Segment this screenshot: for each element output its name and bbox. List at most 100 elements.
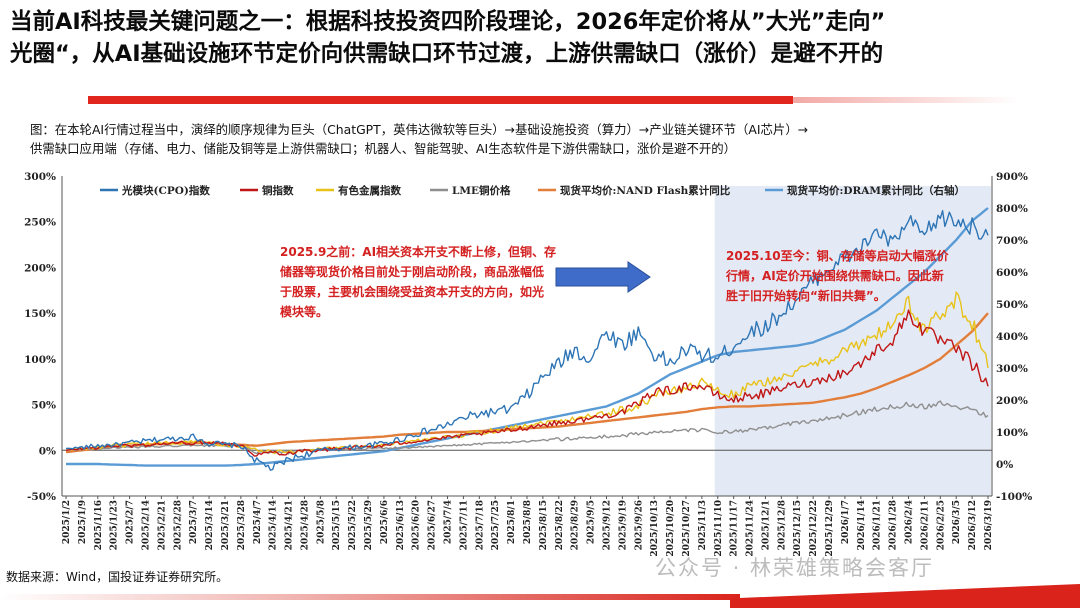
x-tick-label: 2025/7/18 (475, 500, 485, 550)
x-tick-label: 2025/6/20 (412, 500, 422, 550)
x-tick-label: 2025/5/15 (332, 500, 342, 550)
x-tick-label: 2026/2/4 (905, 500, 915, 544)
footer-bar (0, 594, 740, 600)
x-tick-label: 2025/3/7 (189, 500, 199, 544)
x-tick-label: 2025/10/13 (650, 500, 660, 557)
x-tick-label: 2025/5/8 (316, 500, 326, 544)
x-tick-label: 2025/12/1 (761, 500, 771, 550)
annotation-since-oct: 2025.10至今：铜、存储等启动大幅涨价行情，AI定价开始围绕供需缺口。因此新… (725, 248, 950, 303)
annotation-line: 模块等。 (280, 304, 328, 319)
y-left-tick-label: 250% (24, 217, 56, 229)
x-tick-label: 2026/2/25 (936, 500, 946, 550)
x-tick-label: 2025/9/12 (602, 500, 612, 550)
annotation-line: 2025.9之前：AI相关资本开支不断上修，但铜、存 (280, 244, 556, 259)
x-tick-label: 2026/1/21 (873, 500, 883, 550)
legend-label: 现货平均价:DRAM累计同比（右轴） (787, 184, 965, 197)
x-tick-label: 2025/6/6 (380, 500, 390, 544)
x-tick-label: 2025/2/7 (126, 500, 136, 544)
y-left-tick-label: 100% (24, 354, 56, 366)
title-line-2: 光圈“，从AI基础设施环节定价向供需缺口环节过渡，上游供需缺口（涨价）是避不开的 (10, 41, 884, 67)
annotation-line: 储器等现货价格目前处于刚启动阶段，商品涨幅低 (280, 264, 544, 279)
x-tick-label: 2025/8/22 (555, 500, 565, 550)
annotation-before-sept: 2025.9之前：AI相关资本开支不断上修，但铜、存储器等现货价格目前处于刚启动… (280, 244, 556, 319)
x-tick-label: 2025/3/21 (221, 500, 231, 550)
footer-swoosh (730, 584, 1080, 608)
x-tick-label: 2025/10/27 (682, 500, 692, 557)
title-underline-fade (793, 97, 1018, 103)
x-tick-label: 2025/7/11 (459, 500, 469, 550)
x-tick-label: 2025/7/25 (491, 500, 501, 550)
x-tick-label: 2025/10/20 (666, 500, 676, 557)
highlight-region (714, 186, 991, 496)
title-underline-bar (88, 96, 793, 104)
x-tick-label: 2025/8/15 (539, 500, 549, 550)
x-tick-label: 2025/12/29 (825, 500, 835, 557)
x-tick-label: 2025/1/9 (78, 500, 88, 544)
series-line (65, 210, 989, 471)
x-tick-label: 2026/2/11 (920, 500, 930, 550)
legend-label: 现货平均价:NAND Flash累计同比 (560, 184, 731, 197)
y-left-tick-label: 200% (24, 262, 56, 274)
x-tick-label: 2025/4/14 (269, 500, 279, 550)
x-tick-label: 2025/5/22 (348, 500, 358, 550)
figure-caption: 图：在本轮AI行情过程当中，演绎的顺序规律为巨头（ChatGPT，英伟达微软等巨… (30, 120, 1070, 158)
x-tick-label: 2026/3/5 (952, 500, 962, 544)
line-chart: 300% 250% 200% 150% 100% 50% 0% -50% 900% 800% 700… (24, 171, 1032, 557)
legend-label: 铜指数 (262, 184, 294, 197)
y-left-tick-label: 300% (24, 171, 56, 183)
x-tick-label: 2025/6/13 (396, 500, 406, 550)
y-right-tick-label: 200% (996, 395, 1028, 407)
x-tick-label: 2025/8/8 (523, 500, 533, 544)
x-tick-label: 2025/1/23 (110, 500, 120, 550)
x-tick-label: 2026/1/7 (841, 500, 851, 544)
x-tick-label: 2025/4/21 (285, 500, 295, 550)
series-line (65, 291, 989, 455)
caption-line-1: 图：在本轮AI行情过程当中，演绎的顺序规律为巨头（ChatGPT，英伟达微软等巨… (30, 122, 809, 137)
x-tick-label: 2025/2/14 (141, 500, 151, 550)
x-tick-label: 2025/1/16 (94, 500, 104, 550)
x-tick-label: 2025/6/27 (428, 500, 438, 550)
x-tick-label: 2025/9/26 (634, 500, 644, 550)
y-left-tick-label: 150% (24, 308, 56, 320)
data-source: 数据来源：Wind，国投证券证券研究所。 (6, 570, 229, 584)
x-tick-label: 2025/11/24 (746, 500, 756, 557)
x-tick-label: 2025/8/29 (571, 500, 581, 550)
x-tick-label: 2025/12/8 (777, 500, 787, 550)
x-tick-label: 2025/11/10 (714, 500, 724, 557)
x-tick-label: 2025/3/14 (205, 500, 215, 550)
x-tick-label: 2025/7/4 (444, 500, 454, 544)
x-tick-label: 2025/8/1 (507, 500, 517, 544)
x-tick-label: 2025/11/17 (730, 500, 740, 557)
y-right-tick-label: 900% (996, 171, 1028, 183)
page-title: 当前AI科技最关键问题之一：根据科技投资四阶段理论，2026年定价将从”大光”走… (10, 6, 1075, 70)
y-right-tick-label: 400% (996, 331, 1028, 343)
x-tick-label: 2025/11/3 (698, 500, 708, 550)
y-right-tick-label: 500% (996, 299, 1028, 311)
x-tick-label: 2025/4/7 (253, 500, 263, 544)
x-tick-label: 2025/2/28 (173, 500, 183, 550)
legend-label: LME铜价格 (452, 184, 511, 197)
x-tick-label: 2025/12/15 (793, 500, 803, 557)
x-tick-label: 2025/9/19 (618, 500, 628, 550)
y-left-tick-label: -50% (27, 491, 56, 503)
y-right-tick-label: 300% (996, 363, 1028, 375)
x-tick-label: 2025/4/28 (300, 500, 310, 550)
x-tick-label: 2026/3/19 (984, 500, 994, 550)
annotation-line: 胜于旧开始转向“新旧共舞”。 (726, 288, 886, 303)
y-right-tick-label: 700% (996, 235, 1028, 247)
annotation-line: 2025.10至今：铜、存储等启动大幅涨价 (726, 248, 950, 263)
y-left-tick-label: 0% (39, 445, 56, 457)
y-left-tick-label: 50% (31, 400, 56, 412)
x-tick-label: 2026/1/28 (889, 500, 899, 550)
x-tick-label: 2025/5/29 (364, 500, 374, 550)
x-tick-label: 2026/3/12 (968, 500, 978, 550)
y-right-tick-label: 600% (996, 267, 1028, 279)
y-right-tick-label: 0% (996, 459, 1013, 471)
watermark: 公众号 · 林荣雄策略会客厅 (655, 556, 935, 580)
trend-arrow (555, 261, 651, 293)
y-right-tick-label: 100% (996, 427, 1028, 439)
x-tick-label: 2025/12/22 (809, 500, 819, 557)
annotation-line: 行情，AI定价开始围绕供需缺口。因此新 (725, 268, 944, 283)
annotation-line: 于股票，主要机会围绕受益资本开支的方向，如光 (280, 284, 544, 299)
y-right-tick-label: 800% (996, 203, 1028, 215)
